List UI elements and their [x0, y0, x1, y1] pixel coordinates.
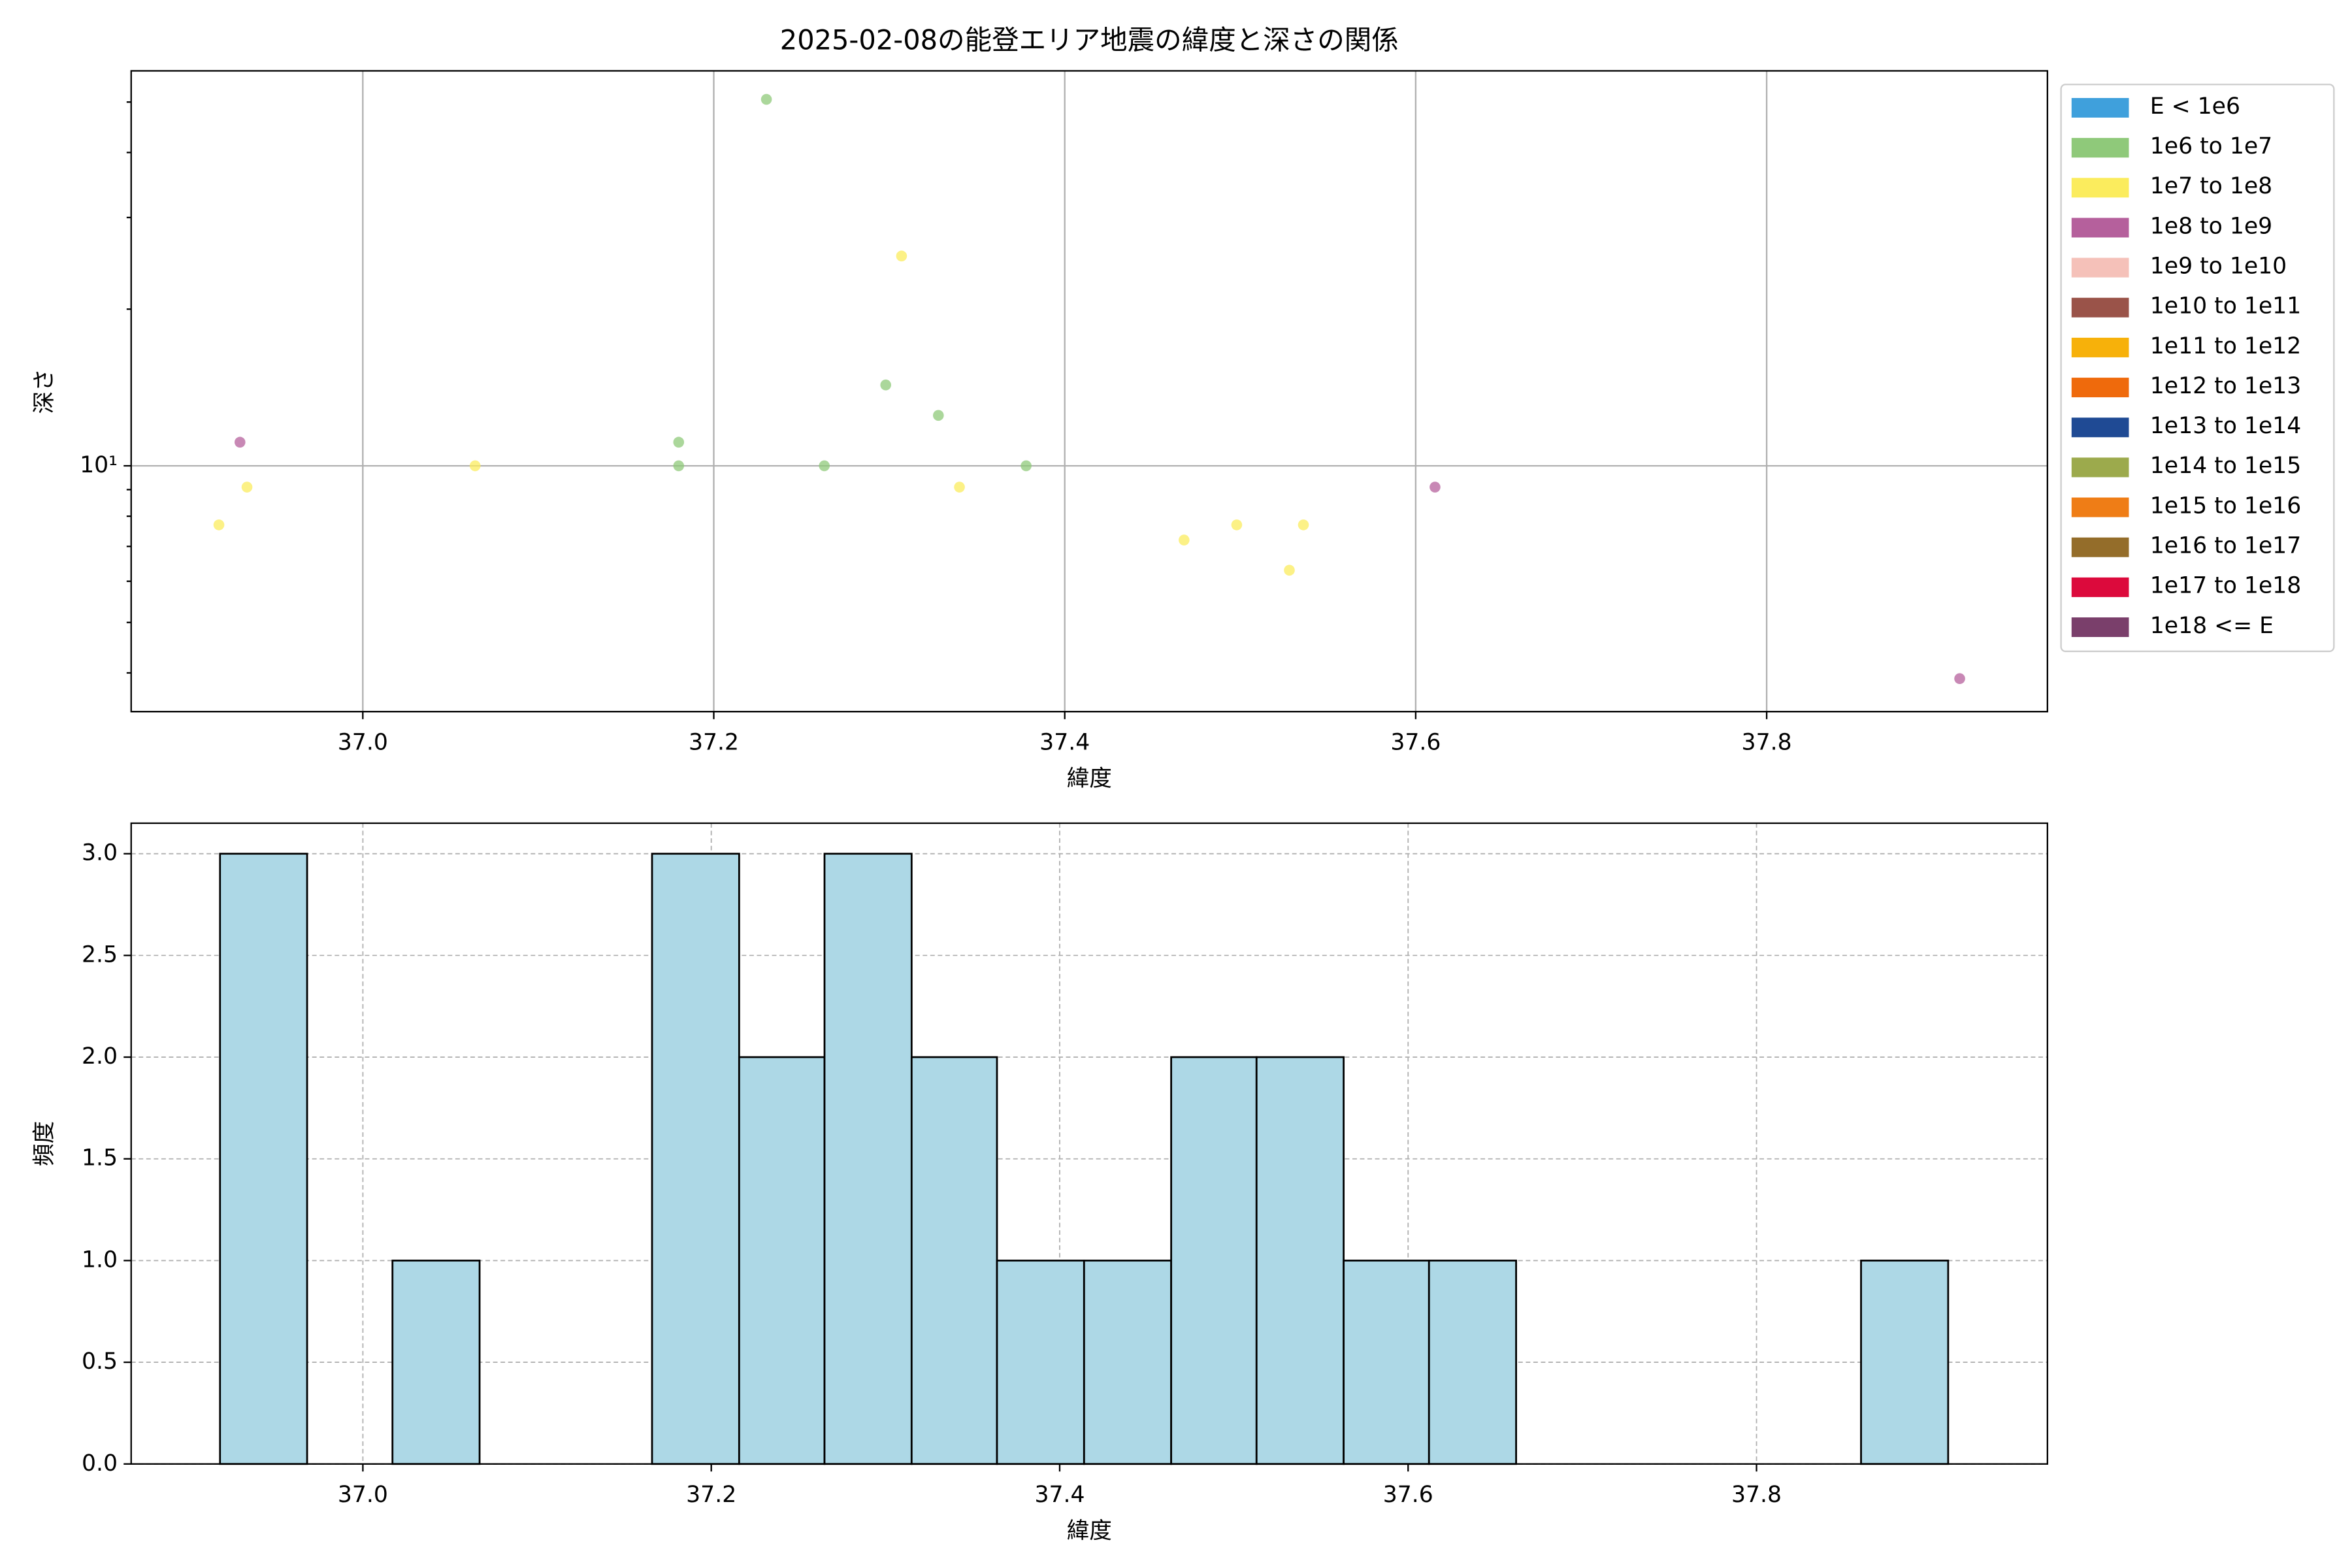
legend-label: 1e11 to 1e12	[2150, 333, 2301, 359]
scatter-point	[1231, 519, 1243, 531]
x-tick-label: 37.6	[1383, 1482, 1433, 1508]
legend-swatch	[2071, 138, 2129, 158]
scatter-point	[1298, 519, 1309, 531]
plot-frame	[130, 70, 2048, 713]
histogram-bar	[823, 853, 913, 1465]
scatter-point	[673, 460, 685, 472]
legend-label: 1e12 to 1e13	[2150, 373, 2301, 399]
histogram-bar	[651, 853, 740, 1465]
scatter-point	[234, 436, 246, 448]
y-tick-label: 3.0	[82, 840, 118, 866]
legend-swatch	[2071, 378, 2129, 398]
y-axis-label: 頻度	[31, 1121, 57, 1166]
y-tick-label: 10¹	[80, 452, 118, 478]
legend-swatch	[2071, 257, 2129, 278]
y-tick-label: 1.5	[82, 1145, 118, 1171]
scatter-point	[673, 436, 685, 448]
plot-frame	[130, 822, 2048, 1465]
histogram-bar	[1343, 1260, 1430, 1465]
histogram-bar	[391, 1260, 481, 1465]
y-tick-label: 2.0	[82, 1043, 118, 1070]
scatter-point	[1021, 460, 1032, 472]
legend-label: 1e15 to 1e16	[2150, 493, 2301, 519]
legend-swatch	[2071, 577, 2129, 597]
legend-swatch	[2071, 537, 2129, 557]
x-tick-label: 37.0	[338, 730, 388, 756]
x-tick-label: 37.2	[689, 730, 739, 756]
scatter-point	[1179, 534, 1190, 546]
x-axis-label: 緯度	[1067, 1518, 1112, 1544]
legend-label: 1e9 to 1e10	[2150, 253, 2287, 279]
histogram-bar	[1083, 1260, 1173, 1465]
scatter-point	[760, 93, 772, 105]
legend-label: 1e8 to 1e9	[2150, 213, 2272, 239]
scatter-point	[241, 482, 253, 493]
x-tick-label: 37.4	[1039, 730, 1090, 756]
histogram-bar	[738, 1056, 826, 1465]
legend-label: 1e10 to 1e11	[2150, 293, 2301, 319]
x-tick-label: 37.6	[1390, 730, 1441, 756]
legend-label: 1e13 to 1e14	[2150, 413, 2301, 439]
x-tick-label: 37.0	[338, 1482, 388, 1508]
histogram-bar	[1170, 1056, 1258, 1465]
legend-label: 1e17 to 1e18	[2150, 573, 2301, 599]
x-tick-label: 37.2	[686, 1482, 736, 1508]
chart-title: 2025-02-08の能登エリア地震の緯度と深さの関係	[780, 24, 1399, 56]
scatter-point	[1429, 482, 1441, 493]
legend-label: 1e16 to 1e17	[2150, 533, 2301, 559]
histogram-bar	[219, 853, 308, 1465]
scatter-point	[880, 379, 892, 391]
legend-frame	[2060, 84, 2335, 653]
x-tick-label: 37.4	[1034, 1482, 1085, 1508]
y-tick-label: 0.0	[82, 1450, 118, 1477]
scatter-point	[896, 250, 907, 262]
x-axis-label: 緯度	[1067, 766, 1112, 792]
histogram-bar	[1860, 1260, 1950, 1465]
legend-swatch	[2071, 497, 2129, 517]
legend-swatch	[2071, 297, 2129, 318]
y-axis-label: 深さ	[31, 368, 57, 414]
x-tick-label: 37.8	[1731, 1482, 1782, 1508]
legend-swatch	[2071, 178, 2129, 198]
legend-label: E < 1e6	[2150, 93, 2240, 120]
scatter-point	[1284, 564, 1295, 576]
scatter-point	[819, 460, 830, 472]
legend-swatch	[2071, 337, 2129, 357]
legend-swatch	[2071, 617, 2129, 637]
histogram-bar	[910, 1056, 998, 1465]
legend-label: 1e7 to 1e8	[2150, 173, 2272, 199]
y-tick-label: 1.0	[82, 1247, 118, 1273]
legend-label: 1e14 to 1e15	[2150, 453, 2301, 479]
legend: E < 1e6 1e6 to 1e7 1e7 to 1e8 1e8 to 1e9 1e9…	[2060, 84, 2335, 653]
legend-swatch	[2071, 98, 2129, 118]
y-tick-label: 0.5	[82, 1348, 118, 1375]
histogram-bar	[1428, 1260, 1517, 1465]
scatter-point	[933, 410, 944, 421]
legend-swatch	[2071, 457, 2129, 478]
histogram-bar	[996, 1260, 1085, 1465]
legend-swatch	[2071, 218, 2129, 238]
scatter-point	[213, 519, 225, 531]
scatter-point	[469, 460, 481, 472]
legend-label: 1e6 to 1e7	[2150, 133, 2272, 159]
histogram-bar	[1255, 1056, 1345, 1465]
legend-swatch	[2071, 417, 2129, 438]
x-tick-label: 37.8	[1742, 730, 1792, 756]
scatter-point	[954, 482, 965, 493]
scatter-point	[1954, 673, 1965, 685]
legend-label: 1e18 <= E	[2150, 613, 2274, 639]
y-tick-label: 2.5	[82, 941, 118, 968]
